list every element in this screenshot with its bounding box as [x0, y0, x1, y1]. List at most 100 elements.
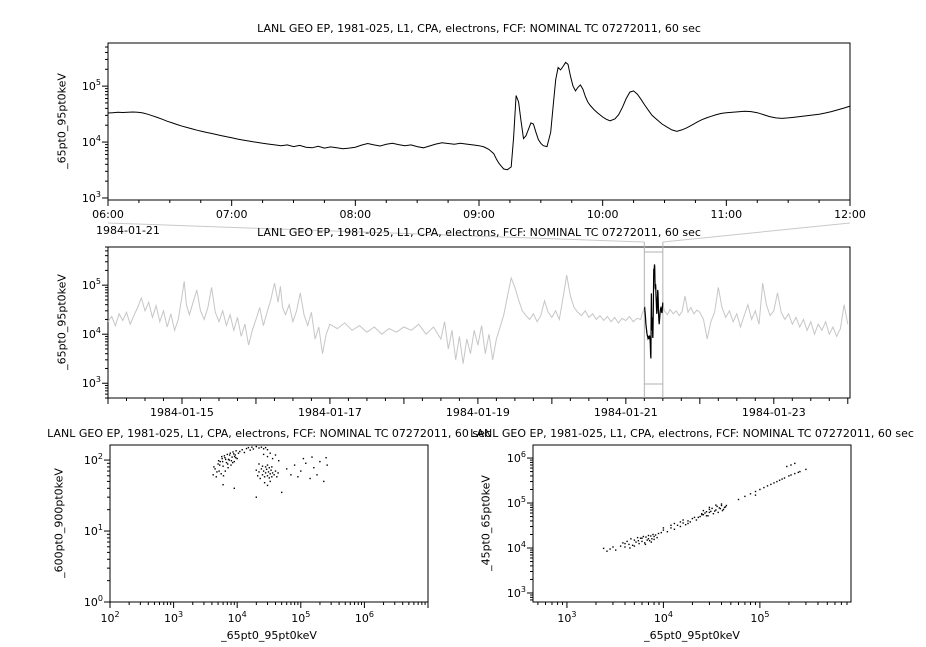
scatter-point: [653, 538, 655, 541]
scatter-point: [619, 545, 622, 547]
context-connector-right: [662, 222, 851, 243]
x-tick-label: 1984-01-19: [446, 406, 510, 419]
scatter-point: [701, 513, 703, 515]
scatter-point: [708, 506, 711, 509]
scatter-point: [702, 514, 705, 516]
scatter-45-65-plot-area[interactable]: [532, 444, 852, 603]
scatter-point: [241, 449, 243, 451]
scatter-point: [653, 535, 655, 538]
context-overview-panel[interactable]: 103 104 105 1984-01-15 1984-01-17 1984-01-19 1…: [82, 242, 851, 419]
scatter-point: [247, 446, 250, 449]
scatter-point: [684, 524, 687, 526]
scatter-600-900-panel[interactable]: 100 101 102 102 103 104 105 106: [84, 444, 429, 625]
scatter-left-xlabel: _65pt0_95pt0keV: [221, 629, 317, 642]
tick-label: 104: [654, 610, 673, 625]
scatter-point: [626, 540, 628, 543]
scatter-point: [790, 474, 792, 476]
scatter-point: [235, 457, 237, 459]
scatter-point: [217, 460, 220, 462]
scatter-point: [719, 507, 722, 510]
scatter-point: [641, 540, 643, 543]
scatter-point: [652, 533, 654, 536]
scatter-point: [252, 448, 255, 450]
scatter-point: [251, 446, 253, 448]
scatter-point: [233, 487, 235, 489]
scatter-point: [773, 482, 775, 484]
scatter-point: [313, 467, 315, 469]
tick-label: 105: [507, 495, 526, 510]
context-overview-plot-area[interactable]: [107, 246, 851, 399]
scatter-point: [263, 476, 266, 478]
scatter-point: [216, 471, 218, 473]
scatter-point: [670, 524, 672, 526]
scatter-point: [794, 472, 796, 475]
scatter-point: [716, 505, 718, 508]
scatter-point: [228, 459, 230, 461]
scatter-point: [311, 456, 313, 458]
x-tick-label: 09:00: [463, 208, 495, 221]
tick-label: 102: [100, 610, 119, 625]
scatter-point: [687, 522, 689, 525]
scatter-point: [662, 527, 665, 529]
scatter-point: [679, 521, 682, 523]
scatter-point: [707, 515, 709, 517]
tick-label: 106: [507, 450, 526, 465]
scatter-point: [647, 534, 650, 537]
scatter-point: [704, 512, 706, 514]
tick-label: 103: [557, 610, 576, 625]
scatter-point: [266, 464, 269, 466]
scatter-point: [236, 457, 238, 460]
scatter-point: [645, 536, 647, 538]
scatter-point: [323, 480, 325, 483]
scatter-point: [243, 451, 246, 454]
tick-label: 104: [82, 134, 101, 149]
scatter-point: [724, 506, 727, 508]
scatter-point: [271, 466, 273, 468]
scatter-45-65-panel[interactable]: 103 104 105 106 103 104 105: [507, 444, 852, 625]
top-panel-title: LANL GEO EP, 1981-025, L1, CPA, electron…: [257, 22, 701, 35]
scatter-point: [217, 463, 219, 465]
scatter-point: [759, 488, 761, 491]
scatter-point: [293, 464, 296, 466]
zoom-timeseries-plot-area[interactable]: [107, 42, 851, 201]
scatter-point: [673, 528, 676, 530]
scatter-point: [783, 477, 786, 479]
x-tick-label: 08:00: [339, 208, 371, 221]
tick-label: 105: [82, 277, 101, 292]
scatter-point: [266, 484, 269, 487]
scatter-point: [647, 538, 650, 540]
scatter-point: [271, 457, 274, 460]
scatter-point: [778, 479, 781, 481]
scatter-point: [233, 455, 236, 458]
scatter-point: [263, 482, 266, 484]
tick-label: 103: [82, 190, 101, 205]
x-tick-label: 12:00: [834, 208, 866, 221]
scatter-point: [720, 503, 723, 505]
scatter-point: [642, 535, 645, 538]
scatter-point: [232, 451, 234, 453]
scatter-point: [718, 507, 720, 509]
scatter-point: [281, 491, 283, 494]
scatter-600-900-plot-area[interactable]: [109, 444, 429, 603]
zoom-timeseries-panel[interactable]: 103 104 105 06:00 07:00 08:00 09:00 10:00 11:00 1…: [82, 42, 866, 221]
scatter-point: [636, 536, 639, 539]
scatter-point: [715, 509, 717, 511]
tick-label: 103: [82, 375, 101, 390]
scatter-left-title: LANL GEO EP, 1981-025, L1, CPA, electron…: [47, 427, 491, 440]
scatter-point: [646, 539, 648, 541]
scatter-point: [258, 471, 260, 473]
scatter-point: [261, 474, 264, 476]
scatter-point: [302, 457, 305, 460]
scatter-point: [633, 539, 636, 541]
scatter-point: [212, 474, 214, 476]
scatter-point: [644, 542, 646, 544]
scatter-point: [687, 520, 689, 522]
scatter-point: [679, 525, 682, 528]
scatter-point: [255, 496, 257, 498]
scatter-point: [268, 477, 270, 479]
x-tick-label: 1984-01-23: [742, 406, 806, 419]
scatter-point: [326, 464, 328, 466]
scatter-point: [624, 542, 626, 545]
scatter-point: [650, 541, 652, 543]
